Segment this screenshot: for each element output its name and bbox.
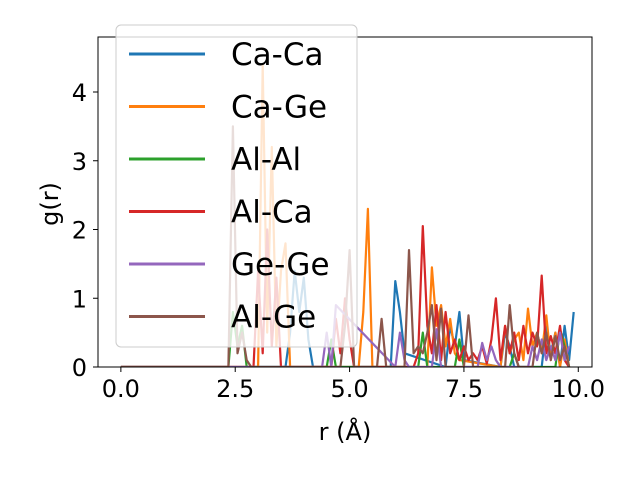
x-tick-label: 5.0 — [330, 375, 368, 403]
y-tick-label: 0 — [72, 354, 87, 382]
y-tick-label: 1 — [72, 285, 87, 313]
x-axis-label: r (Å) — [319, 417, 372, 446]
y-tick-label: 3 — [72, 148, 87, 176]
legend-label: Ca-Ge — [231, 90, 327, 126]
y-axis-label: g(r) — [36, 182, 64, 226]
x-tick-label: 2.5 — [216, 375, 254, 403]
legend-label: Ge-Ge — [231, 247, 330, 283]
y-tick-label: 2 — [72, 217, 87, 245]
legend-label: Al-Al — [231, 142, 301, 178]
series-line-al-ca — [120, 225, 571, 367]
legend-label: Ca-Ca — [231, 37, 323, 73]
legend: Ca-Ca Ca-Ge Al-Al Al-Ca Ge-Ge Al-Ge — [115, 24, 358, 348]
y-tick-label: 4 — [72, 79, 87, 107]
series-line-al-ge — [120, 125, 571, 367]
x-tick-label: 10.0 — [552, 375, 605, 403]
x-axis: 0.0 2.5 5.0 7.5 10.0 — [102, 367, 605, 403]
legend-label: Al-Ca — [231, 195, 313, 231]
series-line-ge-ge — [120, 304, 571, 367]
legend-label: Al-Ge — [231, 300, 316, 336]
y-axis: 0 1 2 3 4 — [72, 79, 98, 382]
x-tick-label: 0.0 — [102, 375, 140, 403]
x-tick-label: 7.5 — [445, 375, 483, 403]
